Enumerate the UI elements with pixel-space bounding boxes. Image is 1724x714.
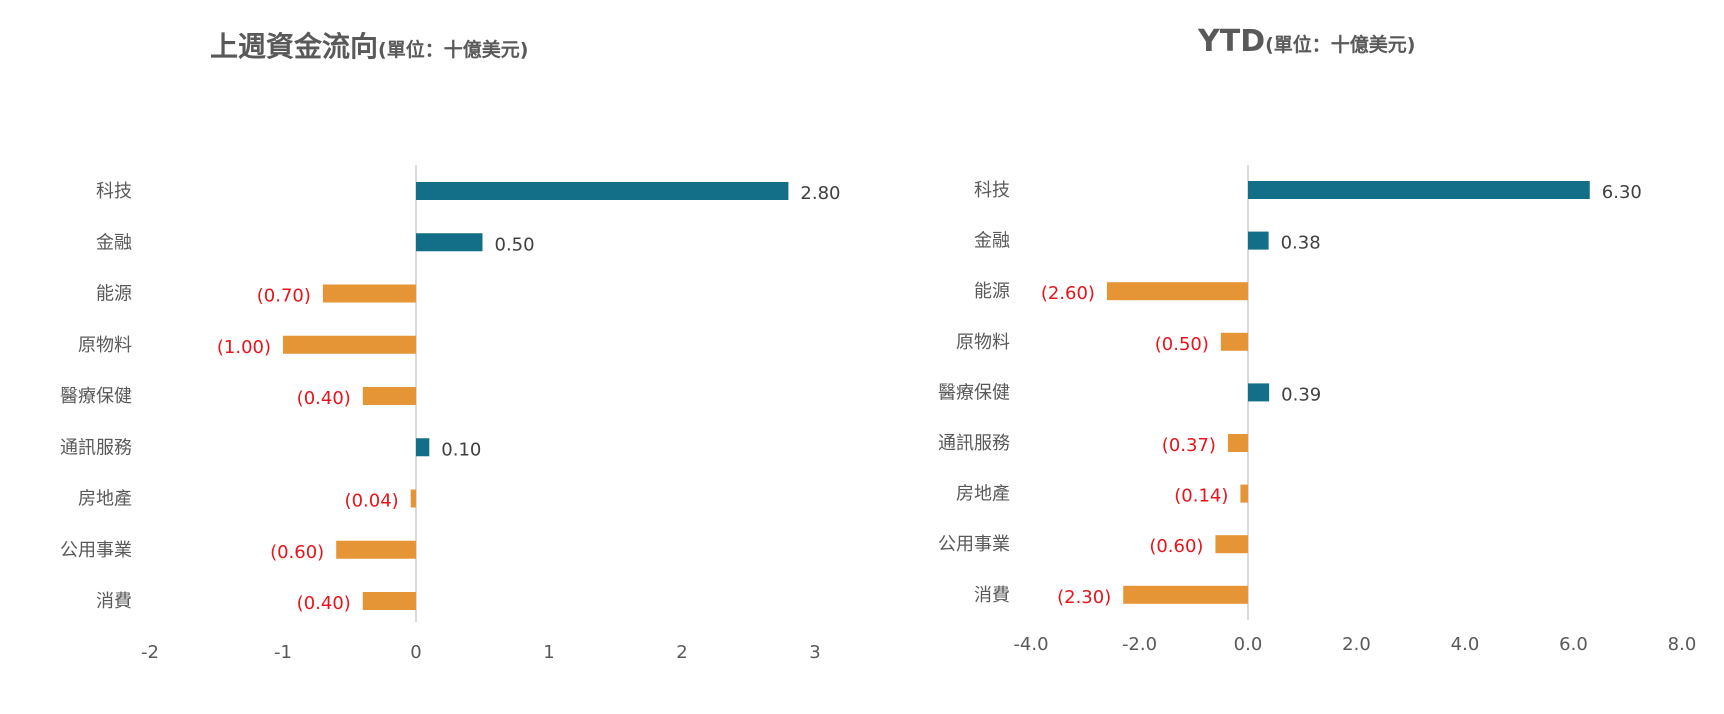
category-label: 公用事業	[60, 540, 132, 561]
x-tick-label: -4.0	[1013, 634, 1048, 655]
x-tick-label: -1	[274, 642, 292, 663]
category-label: 公用事業	[938, 534, 1010, 555]
data-label: (0.60)	[1149, 536, 1203, 557]
data-label: 0.38	[1281, 233, 1321, 254]
x-tick-label: 1	[543, 642, 554, 663]
x-tick-label: 6.0	[1559, 634, 1588, 655]
x-tick-label: 8.0	[1668, 634, 1697, 655]
data-label: 0.50	[495, 234, 535, 255]
bar	[1240, 484, 1248, 503]
bar	[1106, 282, 1248, 301]
title-main-text: 上週資金流向	[210, 30, 378, 63]
title-unit-text: (單位：十億美元)	[378, 38, 528, 61]
bar	[362, 387, 416, 405]
x-tick-label: 0.0	[1234, 634, 1263, 655]
bar	[416, 182, 789, 200]
bar	[283, 335, 416, 354]
x-tick-label: 3	[809, 642, 820, 663]
category-label: 消費	[96, 591, 132, 612]
bar	[416, 233, 483, 252]
category-label: 通訊服務	[60, 437, 132, 458]
x-tick-label: -2.0	[1122, 634, 1157, 655]
bar	[1220, 332, 1248, 351]
chart-weekly-flows: 上週資金流向(單位：十億美元) 科技 2.80 金融 0.50 能源 (0.70) 原物料 (…	[60, 30, 840, 663]
title-ytd-text: YTD	[1197, 24, 1265, 59]
data-label: (0.37)	[1162, 435, 1216, 456]
category-label: 通訊服務	[938, 433, 1010, 454]
bar	[1123, 585, 1248, 604]
category-label: 醫療保健	[938, 382, 1010, 403]
data-label: (0.70)	[257, 286, 311, 307]
data-label: 0.39	[1281, 384, 1321, 405]
category-label: 房地產	[956, 484, 1010, 505]
category-label: 金融	[96, 232, 132, 253]
category-label: 能源	[974, 281, 1010, 302]
data-label: 2.80	[800, 183, 840, 204]
data-label: (0.14)	[1174, 486, 1228, 507]
data-label: (0.40)	[297, 388, 351, 409]
chart-title-ytd: YTD(單位：十億美元)	[1197, 24, 1415, 59]
category-label: 金融	[974, 231, 1010, 252]
bar	[410, 489, 416, 508]
data-label: (0.40)	[297, 593, 351, 614]
chart-title-weekly: 上週資金流向(單位：十億美元)	[210, 30, 528, 63]
data-label: (1.00)	[217, 337, 271, 358]
bar	[1248, 181, 1590, 199]
data-label: (2.30)	[1057, 587, 1111, 608]
data-label: 0.10	[441, 439, 481, 460]
bar	[1215, 535, 1248, 554]
bar	[322, 284, 416, 303]
bar	[416, 438, 430, 457]
title-unit-text: (單位：十億美元)	[1265, 33, 1415, 56]
bar	[336, 540, 416, 559]
category-label: 科技	[974, 180, 1010, 201]
category-label: 消費	[974, 585, 1010, 606]
chart-ytd-flows: YTD(單位：十億美元) 科技 6.30 金融 0.38 能源 (2.60) 原物料 (0.5…	[938, 24, 1696, 655]
bar	[1227, 434, 1248, 452]
category-label: 原物料	[78, 335, 132, 356]
data-label: (0.60)	[270, 542, 324, 563]
category-label: 原物料	[956, 332, 1010, 353]
bar	[362, 592, 416, 610]
category-label: 能源	[96, 284, 132, 305]
x-tick-label: 2.0	[1342, 634, 1371, 655]
data-label: (0.50)	[1155, 334, 1209, 355]
x-tick-label: 2	[676, 642, 687, 663]
data-label: (2.60)	[1041, 283, 1095, 304]
bar	[1248, 383, 1270, 402]
category-label: 醫療保健	[60, 386, 132, 407]
bar	[1248, 231, 1269, 250]
category-label: 科技	[96, 181, 132, 202]
data-label: (0.04)	[345, 491, 399, 512]
x-tick-label: 4.0	[1451, 634, 1480, 655]
x-tick-label: -2	[141, 642, 159, 663]
data-label: 6.30	[1602, 182, 1642, 203]
x-tick-label: 0	[410, 642, 421, 663]
category-label: 房地產	[78, 489, 132, 510]
